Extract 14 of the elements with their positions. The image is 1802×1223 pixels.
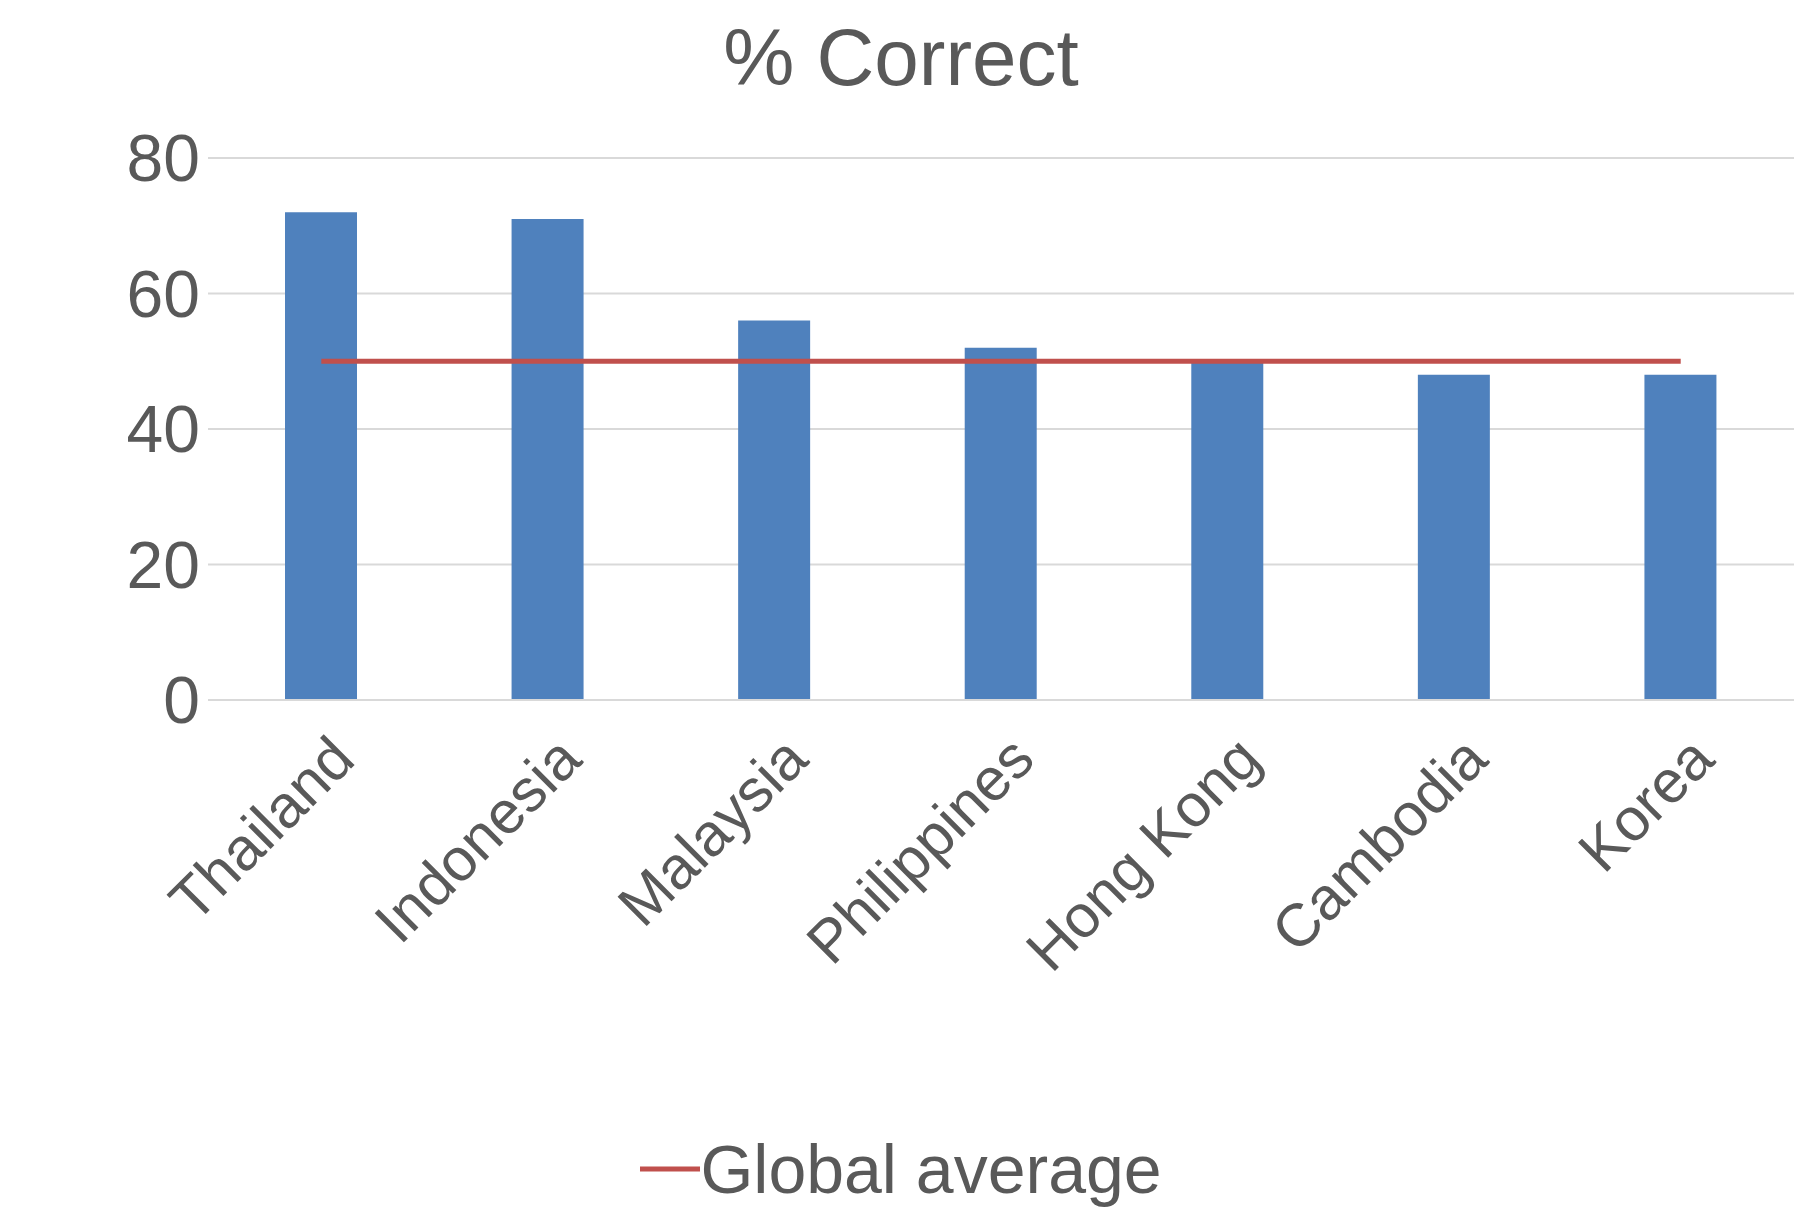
y-tick-label: 40 xyxy=(126,392,200,467)
y-tick-label: 0 xyxy=(163,663,200,738)
bar xyxy=(511,218,584,700)
bar xyxy=(738,320,811,700)
y-tick-label: 20 xyxy=(126,527,200,602)
bar xyxy=(1191,361,1264,700)
y-tick-label: 60 xyxy=(126,256,200,331)
bar xyxy=(1644,374,1717,700)
bar xyxy=(285,212,357,700)
legend-label: Global average xyxy=(700,1130,1162,1208)
chart-title: % Correct xyxy=(722,12,1080,104)
y-tick-label: 80 xyxy=(126,121,200,196)
bar xyxy=(1417,374,1490,700)
bar xyxy=(964,347,1037,700)
